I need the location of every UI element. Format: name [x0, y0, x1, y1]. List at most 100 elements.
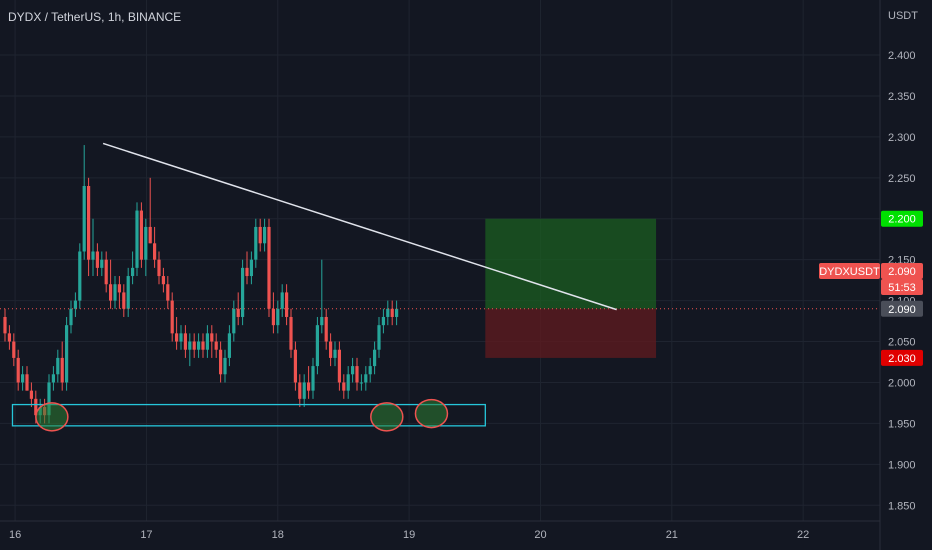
low-highlight: [35, 402, 69, 432]
candle-body: [368, 366, 372, 375]
candle-body: [289, 316, 293, 350]
time-tick-label: 17: [140, 529, 152, 541]
candle-body: [3, 316, 7, 334]
candle-body: [298, 382, 302, 399]
last-price-tag-bg: [881, 300, 923, 317]
candle-body: [192, 341, 196, 350]
time-axis[interactable]: 16 17 18 19 20 21 22: [9, 529, 809, 541]
candle-body: [91, 251, 95, 260]
candle-body: [333, 349, 337, 358]
position-zones: [485, 218, 657, 358]
support-zone: [11, 403, 486, 427]
candle-body: [157, 259, 161, 277]
stop-price-tag-text: 2.030: [888, 353, 916, 365]
time-tick-label: 16: [9, 529, 21, 541]
candle-body: [126, 276, 130, 309]
candle-body: [267, 226, 271, 309]
price-tick-label: 1.900: [888, 459, 916, 471]
time-tick-label: 18: [272, 529, 284, 541]
candle-body: [307, 382, 311, 391]
candle-body: [7, 333, 11, 342]
candle-body: [148, 226, 152, 244]
candle-body: [131, 267, 135, 277]
candle-body: [117, 284, 121, 293]
symbol-price-tag: 2.090: [881, 263, 923, 279]
candle-body: [320, 316, 324, 326]
candle-body: [337, 349, 341, 383]
target-zone: [485, 218, 657, 309]
candle-body: [153, 243, 157, 260]
time-tick-label: 20: [534, 529, 546, 541]
drawings: [0, 142, 880, 432]
price-axis-unit: USDT: [888, 10, 918, 22]
price-tick-label: 1.850: [888, 500, 916, 512]
symbol-tag: DYDXUSDT: [819, 263, 880, 279]
candle-body: [373, 349, 377, 367]
candle-body: [12, 341, 16, 358]
symbol-price-tag-text: 2.090: [888, 266, 916, 278]
candle-body: [188, 341, 192, 350]
candle-body: [241, 267, 245, 317]
candle-body: [210, 333, 214, 342]
candle-body: [69, 308, 73, 326]
candle-body: [109, 284, 113, 301]
time-tick-label: 19: [403, 529, 415, 541]
candle-body: [381, 316, 385, 326]
chart-title: DYDX / TetherUS, 1h, BINANCE: [8, 10, 182, 24]
price-tick-label: 1.950: [888, 418, 916, 430]
price-tick-label: 2.050: [888, 337, 916, 349]
candle-body: [364, 374, 368, 383]
time-tick-label: 21: [666, 529, 678, 541]
candle-body: [263, 226, 267, 244]
target-price-tag-bg: [881, 210, 923, 227]
candle-body: [311, 366, 315, 391]
candle-body: [329, 341, 333, 358]
candle-body: [161, 276, 165, 285]
candle-body: [219, 349, 223, 375]
candle-body: [73, 300, 77, 309]
candle-body: [139, 210, 143, 260]
candle-body: [285, 292, 289, 317]
candle-body: [104, 259, 108, 285]
candle-body: [205, 333, 209, 350]
price-tick-label: 2.300: [888, 132, 916, 144]
time-tick-label: 22: [797, 529, 809, 541]
price-axis[interactable]: USDT 2.4002.3502.3002.2502.2002.1502.100…: [888, 10, 918, 512]
candle-body: [100, 259, 104, 268]
candle-body: [82, 186, 86, 252]
candle-body: [254, 226, 258, 260]
price-tick-label: 2.000: [888, 377, 916, 389]
candle-body: [276, 308, 280, 326]
candle-body: [280, 292, 284, 309]
candle-body: [65, 325, 69, 383]
symbol-tag-bg: [819, 263, 880, 279]
stop-zone: [485, 308, 657, 358]
candle-body: [135, 210, 139, 268]
countdown-tag-bg: [881, 279, 923, 295]
countdown-tag: 51:53: [881, 279, 923, 295]
candle-body: [355, 366, 359, 383]
candle-body: [197, 341, 201, 350]
candle-body: [249, 259, 253, 277]
candle-body: [122, 292, 126, 309]
candle-body: [201, 341, 205, 350]
candle-body: [386, 308, 390, 317]
candle-body: [293, 349, 297, 383]
candle-body: [16, 357, 20, 383]
symbol-price-tag-bg: [881, 263, 923, 279]
candle-body: [346, 374, 350, 391]
price-tick-label: 2.250: [888, 173, 916, 185]
candle-body: [351, 366, 355, 375]
candle-body: [60, 357, 64, 383]
low-highlight: [414, 398, 449, 429]
candle-body: [34, 398, 38, 416]
target-price-tag: 2.200: [881, 210, 923, 227]
candle-body: [258, 226, 262, 244]
candle-body: [29, 390, 33, 399]
candle-body: [175, 333, 179, 342]
candle-body: [47, 382, 51, 416]
candle-body: [342, 382, 346, 391]
stop-price-tag: 2.030: [881, 349, 923, 366]
candle-body: [359, 382, 363, 384]
